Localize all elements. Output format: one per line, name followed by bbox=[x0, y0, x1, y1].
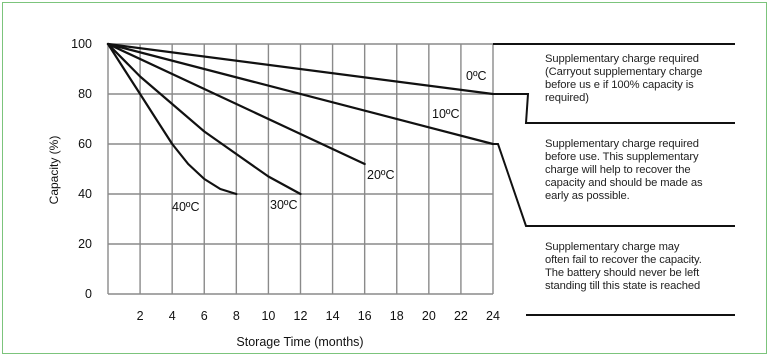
series-line-3 bbox=[106, 42, 302, 196]
series-label: 0ºC bbox=[466, 69, 487, 83]
series-label: 40ºC bbox=[172, 200, 200, 214]
x-tick-label: 22 bbox=[454, 309, 468, 323]
y-axis-title: Capacity (%) bbox=[47, 136, 61, 205]
x-tick-label: 6 bbox=[201, 309, 208, 323]
x-tick-label: 2 bbox=[137, 309, 144, 323]
y-tick-label: 60 bbox=[78, 137, 92, 151]
series-line-2 bbox=[106, 42, 366, 166]
x-axis-title: Storage Time (months) bbox=[236, 335, 363, 349]
y-tick-label: 80 bbox=[78, 87, 92, 101]
series-line-4 bbox=[106, 42, 238, 196]
zone-divider-60 bbox=[493, 143, 735, 227]
series-label: 20ºC bbox=[367, 168, 395, 182]
annotation-note-3: Supplementary charge may often fail to r… bbox=[545, 241, 702, 292]
y-tick-label: 40 bbox=[78, 187, 92, 201]
x-tick-label: 24 bbox=[486, 309, 500, 323]
annotation-note-1: Supplementary charge required (Carryout … bbox=[545, 53, 703, 104]
annotation-note-2: Supplementary charge required before use… bbox=[545, 138, 703, 202]
x-tick-label: 14 bbox=[326, 309, 340, 323]
series-line-1 bbox=[106, 42, 495, 146]
y-tick-label: 0 bbox=[85, 287, 92, 301]
series-label: 30ºC bbox=[270, 198, 298, 212]
x-tick-label: 8 bbox=[233, 309, 240, 323]
x-tick-label: 18 bbox=[390, 309, 404, 323]
series-label: 10ºC bbox=[432, 107, 460, 121]
x-tick-label: 4 bbox=[169, 309, 176, 323]
series-line-0 bbox=[106, 42, 495, 96]
x-tick-label: 16 bbox=[358, 309, 372, 323]
x-tick-label: 10 bbox=[261, 309, 275, 323]
x-tick-label: 20 bbox=[422, 309, 436, 323]
y-tick-label: 100 bbox=[71, 37, 92, 51]
x-tick-label: 12 bbox=[294, 309, 308, 323]
zone-divider-80 bbox=[493, 93, 735, 124]
y-tick-label: 20 bbox=[78, 237, 92, 251]
